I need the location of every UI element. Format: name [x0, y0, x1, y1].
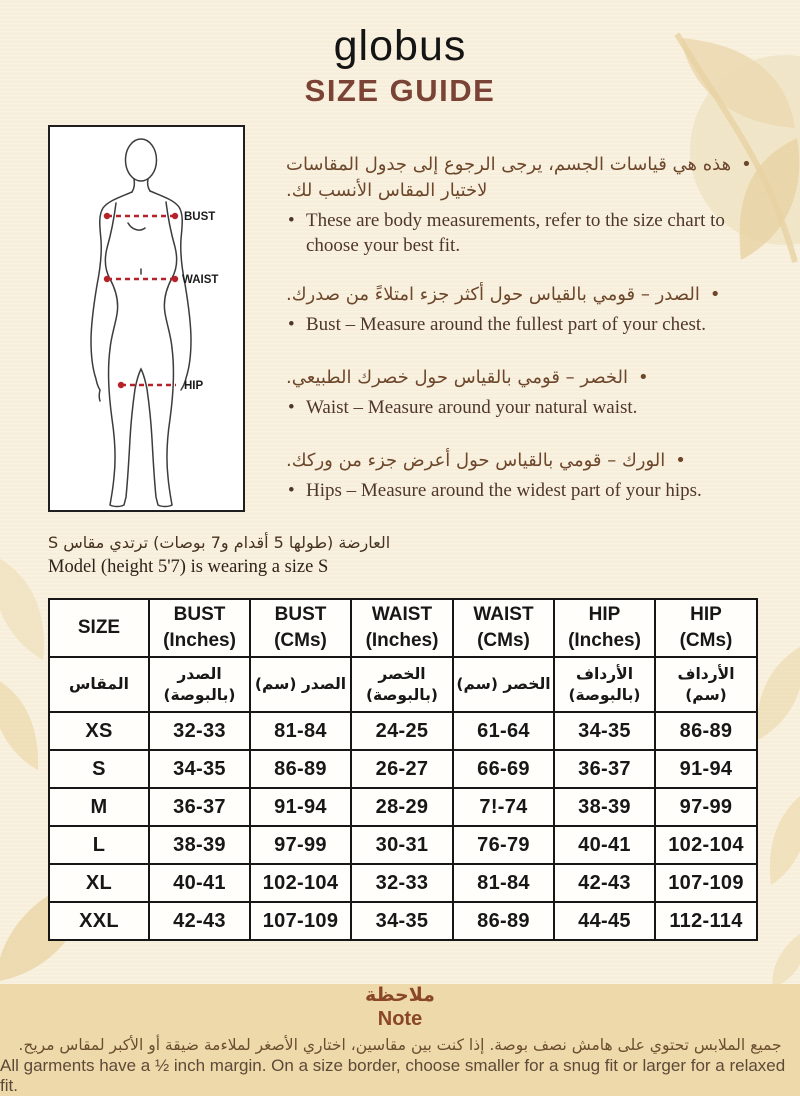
- instruction-item-ar: الورك – قومي بالقياس حول أعرض جزء من ورك…: [286, 448, 758, 474]
- page-title: SIZE GUIDE: [304, 73, 496, 108]
- table-cell: 34-35: [350, 901, 454, 941]
- model-info: العارضة (طولها 5 أقدام و7 بوصات) ترتدي م…: [48, 531, 478, 579]
- size-cell: S: [48, 749, 150, 789]
- table-cell: 91-94: [654, 749, 758, 789]
- table-cell: 107-109: [249, 901, 352, 941]
- bust-label: BUST: [184, 211, 215, 223]
- table-cell: 24-25: [350, 711, 454, 751]
- instruction-item-en: Waist – Measure around your natural wais…: [286, 395, 758, 420]
- instruction-item-ar: الصدر – قومي بالقياس حول أكثر جزء امتلاء…: [286, 282, 758, 308]
- table-cell: 30-31: [350, 825, 454, 865]
- table-header-cell: الخصر (بالبوصة): [350, 656, 454, 713]
- table-cell: 76-79: [452, 825, 555, 865]
- note-section: ملاحظة Note جميع الملابس تحتوي على هامش …: [0, 984, 800, 1096]
- table-header-row-ar: المقاس الصدر (بالبوصة) الصدر (سم) الخصر (بالب…: [48, 656, 758, 713]
- table-header-cell: HIP (CMs): [654, 598, 758, 658]
- model-info-en: Model (height 5'7) is wearing a size S: [48, 557, 329, 577]
- table-cell: 81-84: [249, 711, 352, 751]
- bust-line: BUST: [103, 211, 215, 223]
- table-cell: 86-89: [249, 749, 352, 789]
- instruction-item-ar: الخصر – قومي بالقياس حول خصرك الطبيعي.: [286, 365, 758, 391]
- size-cell: XL: [48, 863, 150, 903]
- table-cell: 32-33: [350, 863, 454, 903]
- model-info-ar: العارضة (طولها 5 أقدام و7 بوصات) ترتدي م…: [48, 533, 391, 552]
- instruction-list: هذه هي قياسات الجسم، يرجى الرجوع إلى جدو…: [286, 152, 758, 503]
- table-cell: 42-43: [553, 863, 656, 903]
- size-cell: XXL: [48, 901, 150, 941]
- table-header-cell: WAIST (Inches): [350, 598, 454, 658]
- table-row: XXL 42-43 107-109 34-35 86-89 44-45 112-114: [48, 901, 758, 941]
- table-row: XS 32-33 81-84 24-25 61-64 34-35 86-89: [48, 711, 758, 751]
- table-cell: 7!-74: [452, 787, 555, 827]
- table-cell: 86-89: [654, 711, 758, 751]
- instruction-item-en: These are body measurements, refer to th…: [286, 208, 758, 258]
- table-cell: 102-104: [654, 825, 758, 865]
- note-heading-en: Note: [377, 1008, 423, 1030]
- note-body-ar: جميع الملابس تحتوي على هامش نصف بوصة. إذ…: [18, 1036, 782, 1054]
- table-cell: 66-69: [452, 749, 555, 789]
- table-cell: 97-99: [249, 825, 352, 865]
- size-cell: XS: [48, 711, 150, 751]
- hip-label: HIP: [184, 380, 204, 392]
- table-cell: 42-43: [148, 901, 251, 941]
- size-cell: L: [48, 825, 150, 865]
- table-cell: 102-104: [249, 863, 352, 903]
- hip-line: HIP: [117, 380, 204, 392]
- note-body-en: All garments have a ½ inch margin. On a …: [0, 1056, 786, 1095]
- table-header-cell: المقاس: [48, 656, 150, 713]
- table-header-cell: الأرداف (بالبوصة): [553, 656, 656, 713]
- table-cell: 81-84: [452, 863, 555, 903]
- table-cell: 107-109: [654, 863, 758, 903]
- table-cell: 61-64: [452, 711, 555, 751]
- table-header-cell: الخصر (سم): [452, 656, 555, 713]
- table-cell: 44-45: [553, 901, 656, 941]
- table-header-cell: BUST (CMs): [249, 598, 352, 658]
- table-cell: 36-37: [553, 749, 656, 789]
- mannequin-figure: BUST WAIST HIP: [90, 138, 218, 508]
- table-header-cell: الصدر (سم): [249, 656, 352, 713]
- waist-label: WAIST: [182, 274, 218, 286]
- table-header-cell: الأرداف (سم): [654, 656, 758, 713]
- table-row: L 38-39 97-99 30-31 76-79 40-41 102-104: [48, 825, 758, 865]
- size-cell: M: [48, 787, 150, 827]
- table-cell: 26-27: [350, 749, 454, 789]
- table-cell: 34-35: [148, 749, 251, 789]
- table-row: XL 40-41 102-104 32-33 81-84 42-43 107-109: [48, 863, 758, 903]
- table-cell: 97-99: [654, 787, 758, 827]
- table-header-cell: WAIST (CMs): [452, 598, 555, 658]
- size-table: SIZE BUST (Inches) BUST (CMs) WAIST (Inches) WA…: [48, 598, 758, 941]
- table-header-cell: HIP (Inches): [553, 598, 656, 658]
- table-cell: 28-29: [350, 787, 454, 827]
- table-header-row-en: SIZE BUST (Inches) BUST (CMs) WAIST (Inches) WA…: [48, 598, 758, 658]
- table-cell: 36-37: [148, 787, 251, 827]
- table-cell: 112-114: [654, 901, 758, 941]
- table-cell: 91-94: [249, 787, 352, 827]
- table-cell: 86-89: [452, 901, 555, 941]
- note-heading-ar: ملاحظة: [365, 984, 435, 1006]
- table-cell: 34-35: [553, 711, 656, 751]
- instruction-item-en: Hips – Measure around the widest part of…: [286, 478, 758, 503]
- table-cell: 32-33: [148, 711, 251, 751]
- table-cell: 38-39: [553, 787, 656, 827]
- table-row: M 36-37 91-94 28-29 7!-74 38-39 97-99: [48, 787, 758, 827]
- table-cell: 40-41: [148, 863, 251, 903]
- instruction-item-ar: هذه هي قياسات الجسم، يرجى الرجوع إلى جدو…: [286, 152, 758, 204]
- brand-logo: globus: [333, 22, 467, 70]
- table-header-cell: SIZE: [48, 598, 150, 658]
- waist-line: WAIST: [103, 274, 218, 286]
- table-header-cell: BUST (Inches): [148, 598, 251, 658]
- body-measurement-diagram: BUST WAIST HIP: [48, 125, 245, 512]
- table-cell: 40-41: [553, 825, 656, 865]
- table-row: S 34-35 86-89 26-27 66-69 36-37 91-94: [48, 749, 758, 789]
- table-header-cell: الصدر (بالبوصة): [148, 656, 251, 713]
- table-cell: 38-39: [148, 825, 251, 865]
- instruction-item-en: Bust – Measure around the fullest part o…: [286, 312, 758, 337]
